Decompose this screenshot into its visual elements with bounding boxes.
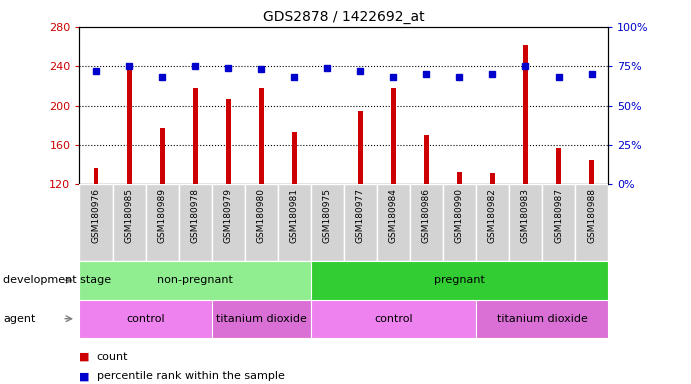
- Bar: [311, 184, 343, 261]
- Text: control: control: [126, 314, 165, 324]
- Text: GSM180990: GSM180990: [455, 188, 464, 243]
- Bar: [523, 45, 528, 303]
- Text: count: count: [97, 352, 129, 362]
- Text: GSM180988: GSM180988: [587, 188, 596, 243]
- Text: GSM180981: GSM180981: [290, 188, 299, 243]
- Text: titanium dioxide: titanium dioxide: [216, 314, 307, 324]
- Text: GSM180982: GSM180982: [488, 188, 497, 243]
- Bar: [377, 184, 410, 261]
- Bar: [113, 184, 146, 261]
- Bar: [211, 184, 245, 261]
- Text: GSM180986: GSM180986: [422, 188, 431, 243]
- Bar: [311, 300, 476, 338]
- Bar: [258, 88, 264, 303]
- Bar: [178, 184, 211, 261]
- Text: GSM180979: GSM180979: [224, 188, 233, 243]
- Text: GSM180977: GSM180977: [356, 188, 365, 243]
- Bar: [93, 167, 98, 303]
- Text: GSM180978: GSM180978: [191, 188, 200, 243]
- Text: GSM180980: GSM180980: [256, 188, 265, 243]
- Bar: [476, 184, 509, 261]
- Bar: [457, 172, 462, 303]
- Text: control: control: [374, 314, 413, 324]
- Text: GSM180987: GSM180987: [554, 188, 563, 243]
- Text: GSM180985: GSM180985: [124, 188, 133, 243]
- Text: non-pregnant: non-pregnant: [157, 275, 233, 285]
- Text: GSM180983: GSM180983: [521, 188, 530, 243]
- Bar: [160, 128, 164, 303]
- Text: GSM180984: GSM180984: [389, 188, 398, 243]
- Text: ■: ■: [79, 371, 93, 381]
- Bar: [358, 111, 363, 303]
- Bar: [311, 261, 608, 300]
- Title: GDS2878 / 1422692_at: GDS2878 / 1422692_at: [263, 10, 424, 25]
- Text: development stage: development stage: [3, 275, 111, 285]
- Text: titanium dioxide: titanium dioxide: [497, 314, 587, 324]
- Bar: [292, 132, 296, 303]
- Text: pregnant: pregnant: [434, 275, 485, 285]
- Bar: [278, 184, 311, 261]
- Bar: [556, 148, 561, 303]
- Text: GSM180989: GSM180989: [158, 188, 167, 243]
- Bar: [193, 88, 198, 303]
- Bar: [325, 186, 330, 303]
- Text: GSM180975: GSM180975: [323, 188, 332, 243]
- Bar: [146, 184, 178, 261]
- Bar: [391, 88, 396, 303]
- Bar: [226, 99, 231, 303]
- Bar: [424, 135, 429, 303]
- Bar: [476, 300, 608, 338]
- Bar: [79, 184, 113, 261]
- Bar: [542, 184, 575, 261]
- Bar: [410, 184, 443, 261]
- Bar: [126, 63, 131, 303]
- Bar: [245, 184, 278, 261]
- Bar: [490, 172, 495, 303]
- Text: agent: agent: [3, 314, 36, 324]
- Text: percentile rank within the sample: percentile rank within the sample: [97, 371, 285, 381]
- Bar: [79, 300, 211, 338]
- Bar: [211, 300, 311, 338]
- Bar: [79, 261, 311, 300]
- Bar: [575, 184, 608, 261]
- Bar: [589, 160, 594, 303]
- Text: ■: ■: [79, 352, 93, 362]
- Bar: [443, 184, 476, 261]
- Text: GSM180976: GSM180976: [91, 188, 100, 243]
- Bar: [509, 184, 542, 261]
- Bar: [344, 184, 377, 261]
